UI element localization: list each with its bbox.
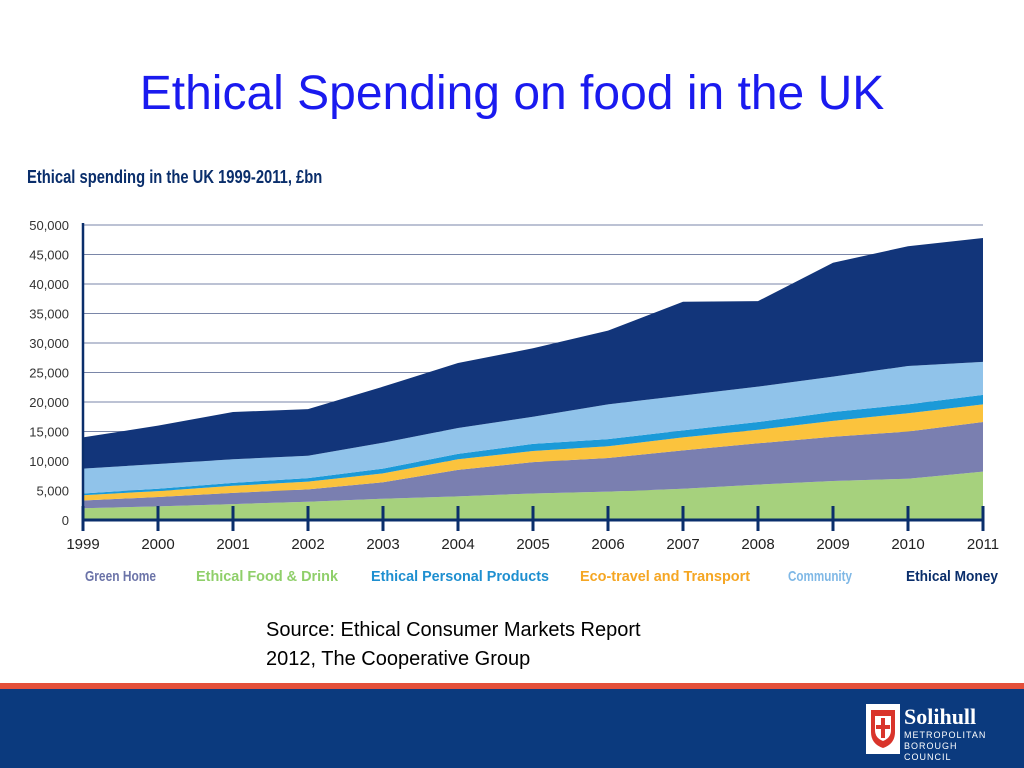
x-tick-label: 2000 [141,536,174,553]
legend-item: Ethical Money [906,568,999,585]
y-tick-label: 10,000 [29,454,69,469]
x-tick-label: 2010 [891,536,924,553]
axes: 0 5,000 10,000 15,000 20,000 25,000 30,000 35,0… [29,218,999,553]
area-layer [83,237,983,520]
y-tick-label: 35,000 [29,307,69,322]
legend-item: Ethical Food & Drink [196,568,339,585]
x-tick-label: 2004 [441,536,474,553]
x-tick-label: 2009 [816,536,849,553]
legend-item: Green Home [85,568,156,585]
x-tick-label: 2001 [216,536,249,553]
y-tick-label: 20,000 [29,395,69,410]
council-logo: Solihull METROPOLITAN BOROUGH COUNCIL [866,704,996,762]
x-tick-label: 2006 [591,536,624,553]
slide-title: Ethical Spending on food in the UK [139,67,885,120]
x-tick-label: 2007 [666,536,699,553]
y-tick-label: 5,000 [36,484,69,499]
logo-subtitle: METROPOLITAN BOROUGH COUNCIL [904,730,987,762]
area-series-ethical-money [83,237,983,469]
chart-title: Ethical spending in the UK 1999-2011, £b… [27,167,323,187]
area-series-community [83,361,983,494]
x-tick-label: 2008 [741,536,774,553]
y-tick-label: 15,000 [29,425,69,440]
legend-item: Ethical Personal Products [371,568,549,585]
footer-bar [0,689,1024,768]
area-series-ethical-personal-products [83,394,983,496]
stacked-area-chart: 0 5,000 10,000 15,000 20,000 25,000 30,000 35,0… [29,218,999,585]
x-tick-label: 2011 [967,536,999,553]
legend-item: Community [788,568,853,585]
crest-icon [866,704,900,754]
x-tick-label: 1999 [66,536,99,553]
area-series-eco-travel-and-transport [83,404,983,501]
footer-stripe [0,683,1024,689]
x-tick-label: 2003 [366,536,399,553]
y-tick-label: 0 [62,513,69,528]
y-tick-label: 45,000 [29,248,69,263]
legend-item: Eco-travel and Transport [580,568,750,585]
y-tick-label: 40,000 [29,277,69,292]
area-series-green-home [83,422,983,509]
y-tick-label: 25,000 [29,366,69,381]
source-note: Source: Ethical Consumer Markets Report … [266,619,641,670]
y-tick-label: 50,000 [29,218,69,233]
logo-name: Solihull [904,704,977,729]
x-tick-label: 2005 [516,536,549,553]
x-tick-label: 2002 [291,536,324,553]
y-tick-label: 30,000 [29,336,69,351]
legend: Green Home Ethical Food & Drink Ethical Pe… [85,568,999,585]
